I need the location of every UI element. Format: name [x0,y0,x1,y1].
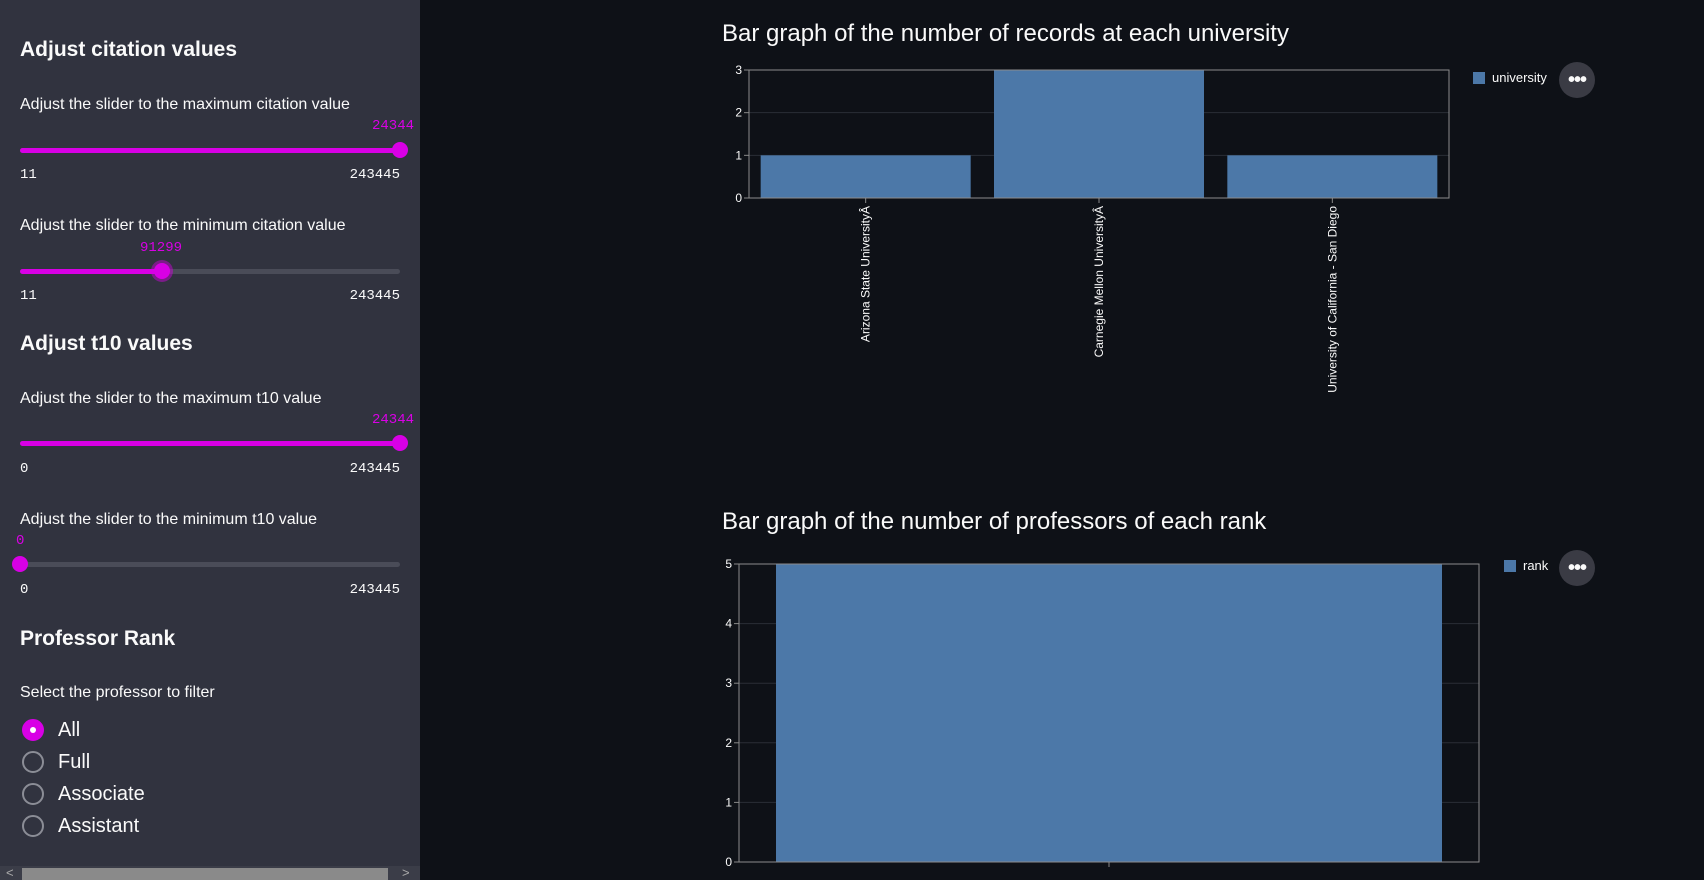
chart2-more-options-button[interactable]: ••• [1559,550,1595,586]
y-tick-label: 1 [725,795,732,809]
rank-bar-chart: 0 1 2 3 4 5 [725,557,1480,869]
x-tick-label: Carnegie Mellon UniversityÂ [1091,206,1106,357]
min-t10-thumb[interactable] [12,556,28,572]
more-icon: ••• [1567,69,1587,91]
y-tick-label: 2 [735,106,742,120]
rank-prompt: Select the professor to filter [20,684,215,701]
max-t10-max: 243445 [349,461,400,477]
radio-icon[interactable] [22,751,44,773]
max-citation-value: 24344 [372,118,415,134]
scroll-right-icon[interactable]: > [402,865,410,880]
min-citation-label: Adjust the slider to the minimum citatio… [20,217,346,234]
rank-option-assistant[interactable]: Assistant [22,813,139,839]
rank-heading: Professor Rank [20,627,176,650]
plot-frame [738,563,1480,863]
citation-heading: Adjust citation values [20,38,238,61]
rank-option-label: Associate [58,782,145,805]
y-tick-label: 5 [725,557,732,571]
more-icon: ••• [1567,557,1587,579]
min-citation-min: 11 [20,288,37,304]
chart1-more-options-button[interactable]: ••• [1559,62,1595,98]
rank-option-associate[interactable]: Associate [22,781,145,807]
min-citation-max: 243445 [349,288,400,304]
rank-option-label: Full [58,750,91,773]
radio-icon[interactable] [22,815,44,837]
scroll-left-icon[interactable]: < [6,865,14,880]
min-citation-value: 91299 [140,240,183,256]
bar [760,155,971,198]
legend-swatch [1504,559,1516,572]
y-tick-label: 0 [725,855,732,869]
y-tick-label: 3 [735,63,742,77]
x-tick-label: Arizona State UniversityÂ [858,206,873,342]
min-citation-slider[interactable] [20,263,400,279]
y-tick-label: 2 [725,736,732,750]
radio-selected-icon[interactable] [22,719,44,741]
max-t10-fill [20,441,400,446]
radio-icon[interactable] [22,783,44,805]
bar [776,564,1442,862]
t10-heading: Adjust t10 values [20,332,193,355]
max-citation-min: 11 [20,167,37,183]
rank-option-label: All [58,718,81,741]
rank-option-full[interactable]: Full [22,749,90,775]
plot-frame [748,69,1450,199]
y-tick-label: 3 [725,676,732,690]
bar [994,70,1204,198]
rank-option-label: Assistant [58,814,140,837]
max-citation-thumb[interactable] [392,142,408,158]
chart2-title: Bar graph of the number of professors of… [722,508,1267,535]
scrollbar-thumb[interactable] [22,868,388,880]
max-citation-fill [20,148,400,153]
chart1-legend: university [1473,70,1547,85]
max-citation-label: Adjust the slider to the maximum citatio… [20,96,350,113]
chart1-title: Bar graph of the number of records at ea… [722,20,1289,47]
bar [1227,155,1438,198]
max-citation-max: 243445 [349,167,400,183]
min-t10-label: Adjust the slider to the minimum t10 val… [20,511,318,528]
max-t10-min: 0 [20,461,29,477]
legend-label: rank [1523,558,1549,573]
university-bar-chart: 0 1 2 3 Arizona State UniversityÂ Carnegie Me… [735,63,1450,393]
y-tick-label: 4 [725,617,732,631]
min-citation-thumb[interactable] [154,263,170,279]
min-t10-value: 0 [16,533,25,549]
y-tick-label: 1 [735,148,742,162]
max-t10-slider[interactable] [20,435,408,451]
x-tick-label: University of California - San Diego [1325,206,1339,393]
min-t10-slider[interactable] [12,556,400,572]
max-citation-slider[interactable] [20,142,408,158]
chart2-legend: rank [1504,558,1548,573]
sidebar-horizontal-scrollbar[interactable]: < > [0,865,420,880]
min-citation-fill [20,269,162,274]
legend-label: university [1492,70,1547,85]
y-tick-label: 0 [735,191,742,205]
rank-option-all[interactable]: All [22,717,80,743]
max-t10-value: 24344 [372,412,415,428]
sidebar: Adjust citation values Adjust the slider… [0,0,420,880]
min-t10-min: 0 [20,582,29,598]
max-t10-label: Adjust the slider to the maximum t10 val… [20,390,322,407]
legend-swatch [1473,71,1485,84]
max-t10-thumb[interactable] [392,435,408,451]
min-t10-max: 243445 [349,582,400,598]
